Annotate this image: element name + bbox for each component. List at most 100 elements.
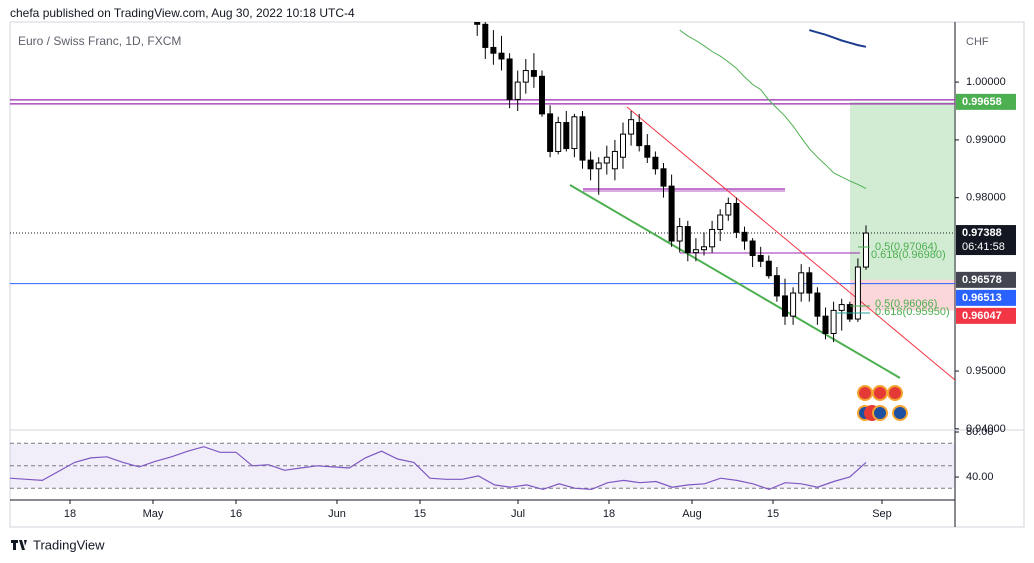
fib-label: 0.618(0.95950) (875, 306, 950, 318)
candle-body (482, 23, 489, 48)
channel-upper (626, 106, 955, 381)
time-tick-label: May (143, 508, 164, 520)
candle-body (814, 292, 821, 317)
candle-body (676, 226, 683, 242)
candle-body (498, 52, 505, 60)
candle-body (846, 304, 853, 320)
flag-icon (859, 387, 871, 399)
time-tick-label: 15 (767, 508, 779, 520)
channel-lower (569, 184, 901, 379)
candle-body (474, 22, 481, 25)
rsi-tick-label: 80.00 (966, 426, 994, 438)
candle-body (709, 228, 716, 248)
price-label: 0.96513 (962, 292, 1002, 304)
price-label-box (956, 289, 1016, 306)
candle-body (539, 75, 545, 115)
candle-body (555, 122, 562, 152)
fib-label: 0.5(0.96066) (875, 298, 937, 310)
price-label: 0.97388 (962, 227, 1002, 239)
price-label-box (956, 225, 1016, 256)
candle-body (830, 309, 837, 334)
candle-body (571, 116, 578, 150)
candle-body (717, 214, 724, 230)
candle-body (579, 116, 586, 161)
candle-body (644, 145, 651, 158)
candle-body (652, 156, 659, 170)
time-tick-label: Sep (872, 508, 892, 520)
rsi-line (10, 446, 867, 491)
candle-body (806, 272, 813, 294)
time-tick-label: 16 (230, 508, 242, 520)
moving-average (809, 29, 867, 48)
price-tick-label: 0.98000 (966, 192, 1006, 204)
candle-body (790, 292, 797, 317)
candle-body (701, 246, 707, 251)
candle-body (733, 202, 740, 233)
candle-body (620, 133, 626, 158)
currency: CHF (966, 36, 989, 48)
fib-label: 0.5(0.97064) (875, 241, 937, 253)
candle-body (765, 260, 772, 277)
price-tick-label: 0.94000 (966, 423, 1006, 435)
candle-body (668, 185, 675, 242)
fib-label: 0.618(0.96980) (871, 249, 946, 261)
logo-mark (11, 540, 27, 550)
flag-icon (874, 387, 886, 399)
time-tick-label: 15 (414, 508, 426, 520)
candle-body (611, 150, 618, 170)
candle-body (838, 304, 845, 311)
candle-body (587, 159, 594, 170)
price-label: 0.96578 (962, 274, 1002, 286)
candle-body (782, 295, 788, 317)
flag-icon (874, 407, 886, 419)
candle-body (603, 156, 610, 164)
candle-body (692, 249, 699, 254)
flags (857, 385, 908, 421)
time-tick-label: 18 (603, 508, 615, 520)
candle-body (595, 162, 602, 170)
candle-body (741, 231, 748, 242)
price-label-box (956, 93, 1016, 110)
candle-body (636, 122, 643, 147)
candle-body (822, 315, 829, 334)
time-tick-label: Jul (511, 508, 525, 520)
candle-body (490, 46, 497, 54)
flag-icon (889, 387, 901, 399)
candle-body (530, 70, 537, 77)
candle-body (757, 254, 764, 262)
time-tick-label: Aug (682, 508, 702, 520)
candle-body (628, 119, 635, 135)
publisher-line: chefa published on TradingView.com, Aug … (10, 6, 355, 20)
price-label: 0.99658 (962, 96, 1002, 108)
stop-zone (850, 279, 955, 311)
candle-body (773, 275, 780, 297)
candle-body (725, 202, 732, 216)
axes: 1.00000 0.99000 0.98000 0.95000 0.94000 18 May… (64, 76, 1016, 520)
candle-body (684, 226, 691, 254)
logo: TradingView (11, 537, 105, 552)
candle-body (854, 266, 861, 320)
time-tick-label: Jun (328, 508, 346, 520)
price-tick-label: 1.00000 (966, 76, 1006, 88)
candle-body (749, 240, 756, 256)
rsi-tick-label: 40.00 (966, 471, 994, 483)
candle-body (798, 272, 805, 294)
main-pane: 0.5(0.97064)0.618(0.96980) 0.5(0.96066)0.… (10, 22, 955, 381)
price-tick-label: 0.99000 (966, 134, 1006, 146)
price-label: 0.96047 (962, 310, 1002, 322)
price-tick-label: 0.95000 (966, 365, 1006, 377)
candle-body (547, 113, 554, 152)
candle-body (660, 168, 667, 187)
candle-body (506, 58, 513, 100)
candle-body (563, 122, 570, 150)
candle-body (514, 81, 521, 100)
candle-body (863, 232, 869, 268)
flag-icon (894, 407, 906, 419)
rsi-pane (10, 442, 955, 491)
price-label-box (956, 271, 1016, 288)
candle-body (522, 70, 529, 83)
time-tick-label: 18 (64, 508, 76, 520)
brand: TradingView (33, 537, 105, 552)
